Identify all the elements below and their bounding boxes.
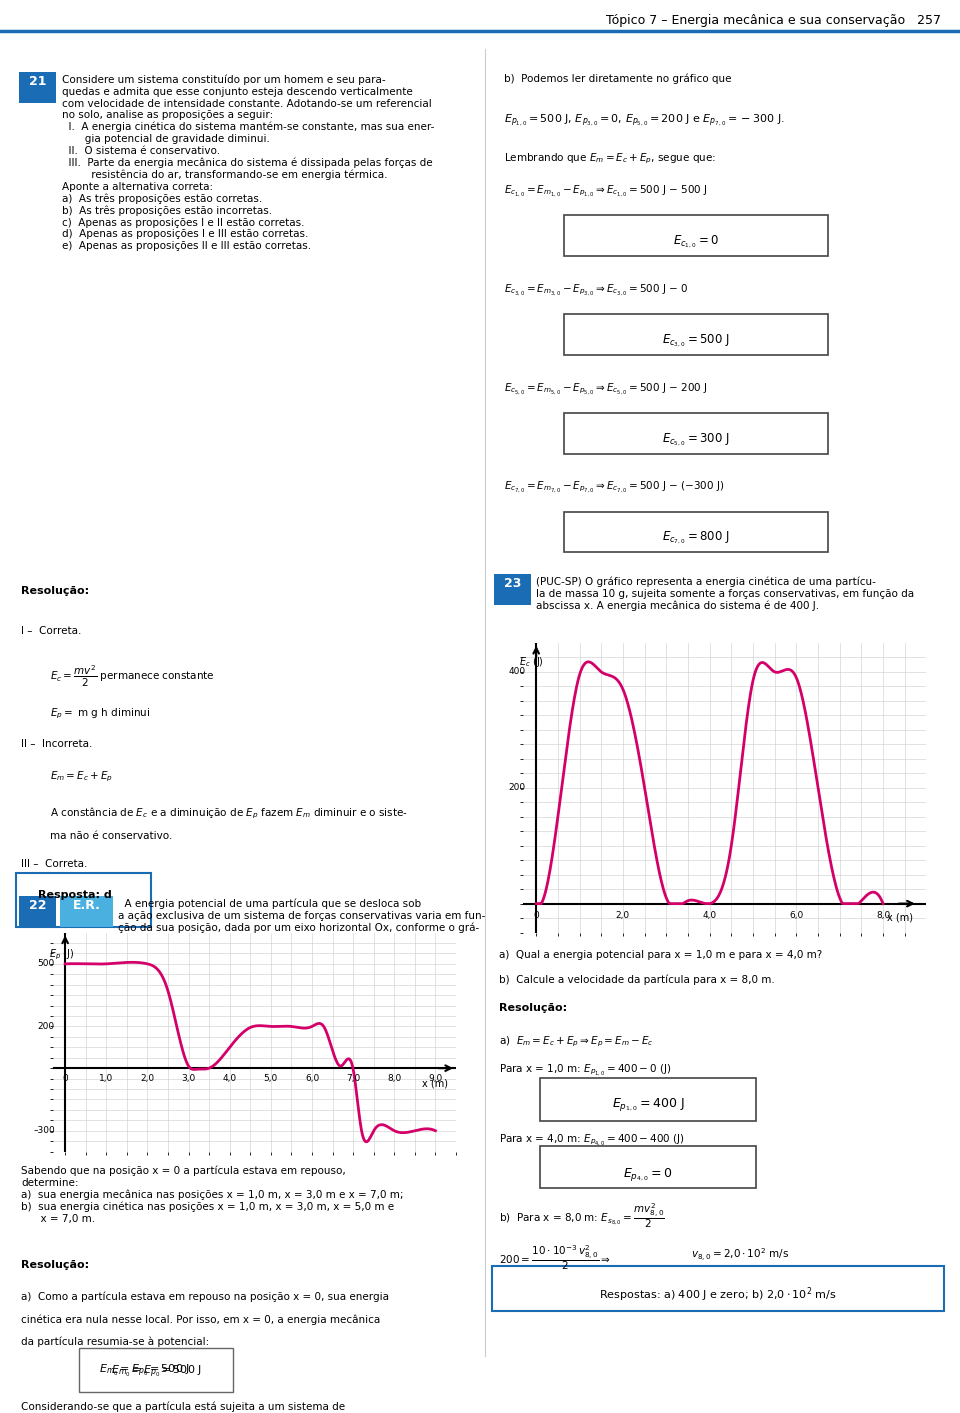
Text: x (m): x (m) xyxy=(887,913,913,923)
Text: $E_{c_{3,0}} = 500$ J: $E_{c_{3,0}} = 500$ J xyxy=(662,332,730,349)
Text: $E_{c_{5,0}} = E_{m_{5,0}} - E_{p_{5,0}} \Rightarrow E_{c_{5,0}} = 500$ J $-$ 20: $E_{c_{5,0}} = E_{m_{5,0}} - E_{p_{5,0}}… xyxy=(504,382,708,397)
Text: cinética era nula nesse local. Por isso, em x = 0, a energia mecânica: cinética era nula nesse local. Por isso,… xyxy=(21,1314,380,1324)
Text: Sabendo que na posição x = 0 a partícula estava em repouso,
determine:
a)  sua e: Sabendo que na posição x = 0 a partícula… xyxy=(21,1166,403,1224)
Text: 4,0: 4,0 xyxy=(223,1074,237,1084)
Text: Considerando-se que a partícula está sujeita a um sistema de: Considerando-se que a partícula está suj… xyxy=(21,1402,346,1412)
Text: $E_{c_{3,0}} = E_{m_{3,0}} - E_{p_{3,0}} \Rightarrow E_{c_{3,0}} = 500$ J $-$ 0: $E_{c_{3,0}} = E_{m_{3,0}} - E_{p_{3,0}}… xyxy=(504,283,688,298)
Text: Respostas: a) 400 J e zero; b) $2{,}0 \cdot 10^2$ m/s: Respostas: a) 400 J e zero; b) $2{,}0 \c… xyxy=(599,1286,837,1304)
FancyBboxPatch shape xyxy=(564,413,828,454)
Text: da partícula resumia-se à potencial:: da partícula resumia-se à potencial: xyxy=(21,1337,209,1347)
Text: 500: 500 xyxy=(37,959,55,968)
Text: $200 = \dfrac{10 \cdot 10^{-3} \, v_{8,0}^2}{2} \Rightarrow$: $200 = \dfrac{10 \cdot 10^{-3} \, v_{8,0… xyxy=(499,1243,612,1272)
Text: 4,0: 4,0 xyxy=(703,910,717,920)
Text: Para x = 1,0 m: $E_{p_{1,0}} = 400 - 0$ (J): Para x = 1,0 m: $E_{p_{1,0}} = 400 - 0$ … xyxy=(499,1063,672,1078)
FancyBboxPatch shape xyxy=(540,1078,756,1121)
Text: 22: 22 xyxy=(29,899,46,911)
Text: 200: 200 xyxy=(508,783,525,793)
Text: 0: 0 xyxy=(62,1074,68,1084)
Text: Lembrando que $E_m = E_c + E_p$, segue que:: Lembrando que $E_m = E_c + E_p$, segue q… xyxy=(504,151,716,165)
Text: 0: 0 xyxy=(534,910,540,920)
Text: 1,0: 1,0 xyxy=(99,1074,113,1084)
Text: –300: –300 xyxy=(33,1126,55,1135)
Text: A constância de $E_c$ e a diminuição de $E_p$ fazem $E_m$ diminuir e o siste-: A constância de $E_c$ e a diminuição de … xyxy=(50,805,408,821)
FancyBboxPatch shape xyxy=(60,896,113,927)
Text: $E_{c_{1,0}} = E_{m_{1,0}} - E_{p_{1,0}} \Rightarrow E_{c_{1,0}} = 500$ J $-$ 50: $E_{c_{1,0}} = E_{m_{1,0}} - E_{p_{1,0}}… xyxy=(504,184,708,199)
FancyBboxPatch shape xyxy=(19,72,56,103)
Text: $E_{m_0} = E_{p_0} = 500$ J: $E_{m_0} = E_{p_0} = 500$ J xyxy=(99,1362,189,1379)
Text: b)  Para x = 8,0 m: $E_{s_{8,0}} = \dfrac{mv_{8,0}^2}{2}$: b) Para x = 8,0 m: $E_{s_{8,0}} = \dfrac… xyxy=(499,1201,665,1229)
Text: 2,0: 2,0 xyxy=(616,910,630,920)
Text: $E_p =$ m g h diminui: $E_p =$ m g h diminui xyxy=(50,706,150,721)
Text: 8,0: 8,0 xyxy=(876,910,890,920)
FancyBboxPatch shape xyxy=(494,574,531,605)
FancyBboxPatch shape xyxy=(16,873,151,927)
FancyBboxPatch shape xyxy=(564,215,828,256)
Text: Resolução:: Resolução: xyxy=(499,1003,567,1013)
Text: III –  Correta.: III – Correta. xyxy=(21,859,87,869)
Text: I –  Correta.: I – Correta. xyxy=(21,626,82,636)
Text: 6,0: 6,0 xyxy=(789,910,804,920)
Text: Resposta: d: Resposta: d xyxy=(38,890,112,900)
Text: $E_{p_{4,0}} = 0$: $E_{p_{4,0}} = 0$ xyxy=(623,1166,673,1183)
Text: $E_{c_{7,0}} = E_{m_{7,0}} - E_{p_{7,0}} \Rightarrow E_{c_{7,0}} = 500$ J $-$ $(: $E_{c_{7,0}} = E_{m_{7,0}} - E_{p_{7,0}}… xyxy=(504,480,725,496)
Text: E.R.: E.R. xyxy=(72,899,101,911)
Text: 3,0: 3,0 xyxy=(181,1074,196,1084)
Text: $E_c$ (J): $E_c$ (J) xyxy=(518,654,543,668)
Text: Considere um sistema constituído por um homem e seu para-
quedas e admita que es: Considere um sistema constituído por um … xyxy=(62,75,435,250)
Text: ma não é conservativo.: ma não é conservativo. xyxy=(50,831,172,841)
Text: 6,0: 6,0 xyxy=(305,1074,319,1084)
Text: $E_{c_{7,0}} = 800$ J: $E_{c_{7,0}} = 800$ J xyxy=(662,530,730,547)
Text: $E_{p_{1,0}} = 500$ J, $E_{p_{3,0}} = 0$, $E_{p_{5,0}} = 200$ J e $E_{p_{7,0}} =: $E_{p_{1,0}} = 500$ J, $E_{p_{3,0}} = 0$… xyxy=(504,113,785,129)
Text: 7,0: 7,0 xyxy=(346,1074,360,1084)
Text: (PUC-SP) O gráfico representa a energia cinética de uma partícu-
la de massa 10 : (PUC-SP) O gráfico representa a energia … xyxy=(536,577,914,610)
Text: 200: 200 xyxy=(37,1022,55,1031)
Text: II –  Incorreta.: II – Incorreta. xyxy=(21,739,92,749)
FancyBboxPatch shape xyxy=(79,1348,233,1392)
Text: A energia potencial de uma partícula que se desloca sob
a ação exclusiva de um s: A energia potencial de uma partícula que… xyxy=(118,899,486,944)
FancyBboxPatch shape xyxy=(564,512,828,552)
FancyBboxPatch shape xyxy=(19,896,56,927)
Text: 400: 400 xyxy=(508,667,525,677)
FancyBboxPatch shape xyxy=(564,314,828,355)
Text: $E_{c_{5,0}} = 300$ J: $E_{c_{5,0}} = 300$ J xyxy=(662,431,730,448)
Text: $E_c = \dfrac{mv^2}{2}$ permanece constante: $E_c = \dfrac{mv^2}{2}$ permanece consta… xyxy=(50,664,215,690)
Text: b)  Podemos ler diretamente no gráfico que: b) Podemos ler diretamente no gráfico qu… xyxy=(504,73,732,83)
Text: $E_{p_{1,0}} = 400$ J: $E_{p_{1,0}} = 400$ J xyxy=(612,1096,684,1113)
Text: $E_{c_{1,0}} = 0$: $E_{c_{1,0}} = 0$ xyxy=(673,233,719,250)
FancyBboxPatch shape xyxy=(540,1146,756,1188)
Text: 8,0: 8,0 xyxy=(387,1074,401,1084)
Text: 21: 21 xyxy=(29,75,46,88)
Text: 9,0: 9,0 xyxy=(428,1074,443,1084)
Text: $v_{8,0} = 2{,}0 \cdot 10^2$ m/s: $v_{8,0} = 2{,}0 \cdot 10^2$ m/s xyxy=(691,1246,789,1263)
Text: $E_p$ (J): $E_p$ (J) xyxy=(49,947,74,962)
Text: Tópico 7 – Energia mecânica e sua conservação   257: Tópico 7 – Energia mecânica e sua conser… xyxy=(606,14,941,27)
Text: a)  Como a partícula estava em repouso na posição x = 0, sua energia: a) Como a partícula estava em repouso na… xyxy=(21,1291,389,1301)
Text: a)  $E_m = E_c + E_p \Rightarrow E_p = E_m - E_c$: a) $E_m = E_c + E_p \Rightarrow E_p = E_… xyxy=(499,1034,654,1048)
Text: b)  Calcule a velocidade da partícula para x = 8,0 m.: b) Calcule a velocidade da partícula par… xyxy=(499,975,775,985)
Text: Resolução:: Resolução: xyxy=(21,1260,89,1270)
Text: $E_m = E_c + E_p$: $E_m = E_c + E_p$ xyxy=(50,770,113,784)
Text: 2,0: 2,0 xyxy=(140,1074,155,1084)
Text: 23: 23 xyxy=(504,577,521,589)
Text: a)  Qual a energia potencial para x = 1,0 m e para x = 4,0 m?: a) Qual a energia potencial para x = 1,0… xyxy=(499,950,823,959)
Text: 5,0: 5,0 xyxy=(264,1074,278,1084)
Text: Resolução:: Resolução: xyxy=(21,586,89,596)
FancyBboxPatch shape xyxy=(492,1266,944,1311)
Text: Para x = 4,0 m: $E_{p_{4,0}} = 400 - 400$ (J): Para x = 4,0 m: $E_{p_{4,0}} = 400 - 400… xyxy=(499,1133,685,1149)
Text: x (m): x (m) xyxy=(421,1078,447,1088)
Text: $E_{m_0} = E_{p_0} = 500$ J: $E_{m_0} = E_{p_0} = 500$ J xyxy=(111,1364,202,1381)
